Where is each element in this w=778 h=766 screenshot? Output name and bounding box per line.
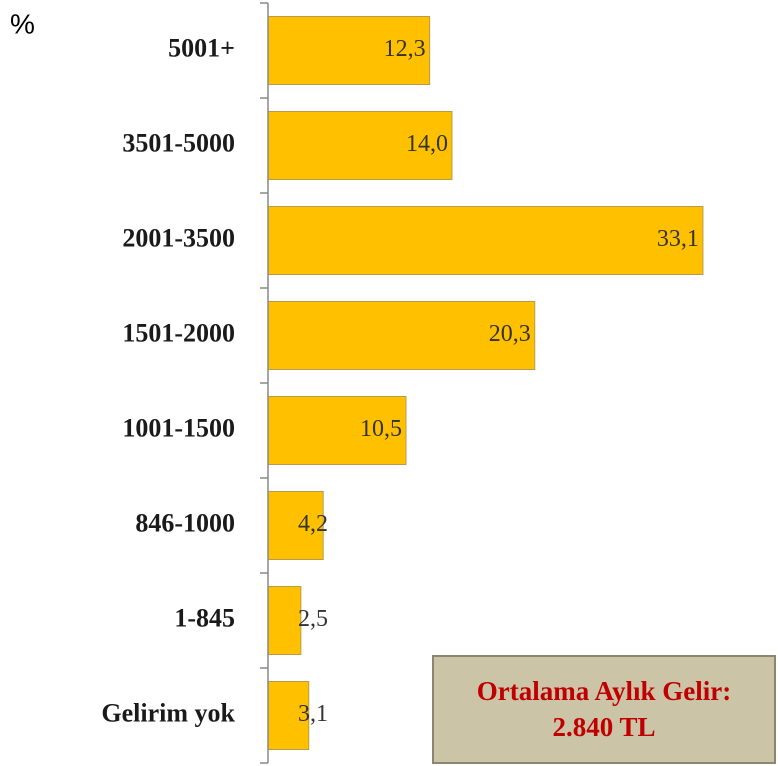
category-label: Gelirim yok [101, 698, 235, 727]
data-label: 12,3 [384, 36, 426, 62]
data-label: 3,1 [298, 701, 328, 727]
category-label: 846-1000 [135, 508, 235, 537]
bar [267, 396, 407, 465]
data-label: 14,0 [406, 131, 448, 157]
bar [267, 301, 536, 370]
category-label: 5001+ [168, 33, 235, 62]
data-label: 20,3 [489, 321, 531, 347]
data-label: 2,5 [298, 606, 328, 632]
data-label: 4,2 [298, 511, 328, 537]
bar [267, 586, 302, 655]
category-label: 1501-2000 [122, 318, 235, 347]
annotation: Ortalama Aylık Gelir: 2.840 TL [432, 655, 776, 764]
unit-label: % [10, 8, 35, 39]
data-label: 10,5 [360, 416, 402, 442]
bar [267, 491, 324, 560]
bar [267, 206, 704, 275]
category-label: 3501-5000 [122, 128, 235, 157]
category-label: 2001-3500 [122, 223, 235, 252]
data-label: 33,1 [657, 226, 699, 252]
bar [267, 111, 453, 180]
bar [267, 16, 431, 85]
category-label: 1001-1500 [122, 413, 235, 442]
category-label: 1-845 [174, 603, 235, 632]
